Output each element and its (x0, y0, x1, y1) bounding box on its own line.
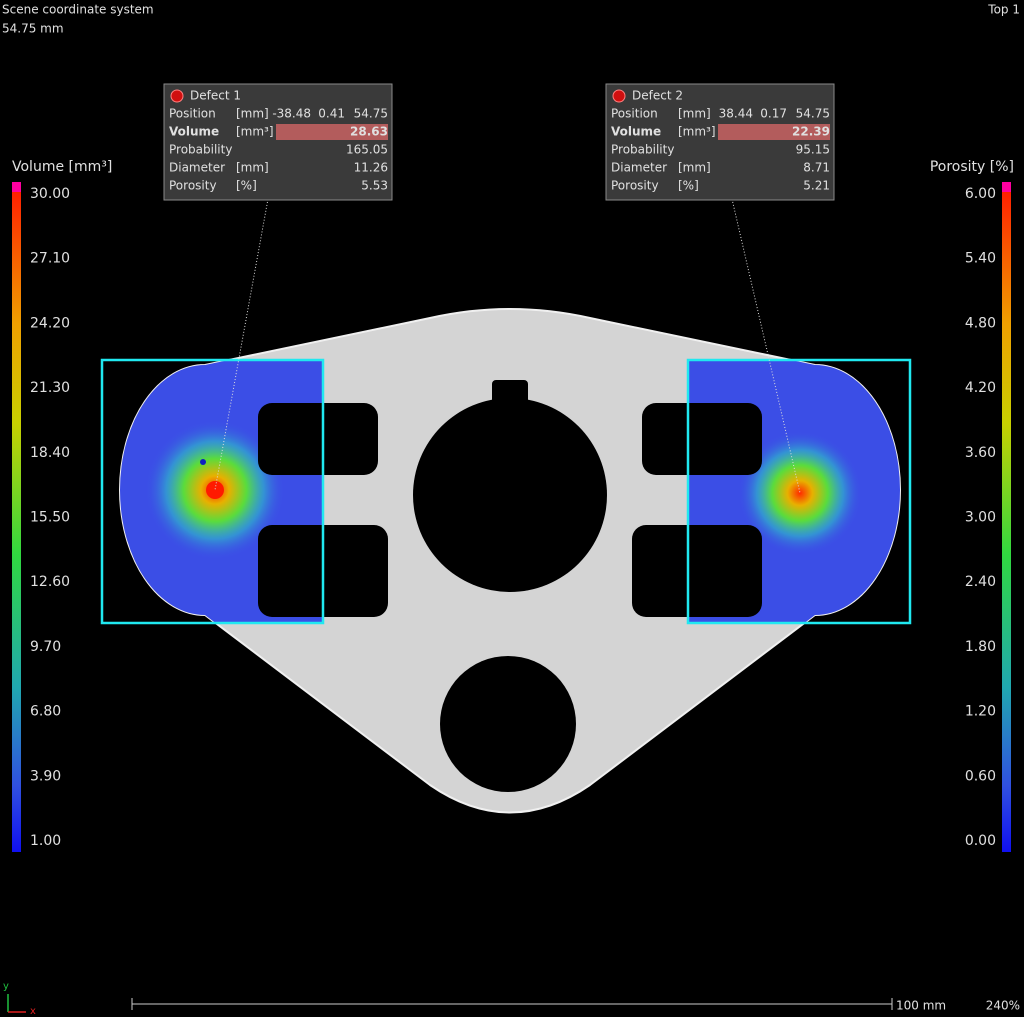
leader-line (731, 198, 801, 494)
row-value: 28.63 (350, 125, 388, 139)
row-value: 38.44 (719, 107, 753, 121)
row-value: 165.05 (346, 143, 388, 157)
row-unit: [mm] (236, 107, 269, 121)
colorbar-tick-label: 18.40 (30, 445, 70, 461)
row-unit: [mm] (678, 161, 711, 175)
hole (258, 403, 378, 475)
row-value: 0.17 (760, 107, 787, 121)
row-value: 22.39 (792, 125, 830, 139)
row-unit: [mm] (678, 107, 711, 121)
row-value: 11.26 (354, 161, 388, 175)
highlight (718, 124, 830, 140)
legend-title: Volume [mm³] (12, 159, 112, 175)
colorbar-tick-label: 3.90 (30, 768, 61, 784)
hole (413, 398, 607, 592)
leader-line (214, 198, 269, 491)
row-label: Position (611, 107, 658, 121)
row-label: Porosity (169, 179, 217, 193)
defect-title: Defect 1 (190, 89, 241, 103)
colorbar-cap (1002, 182, 1011, 192)
colorbar-tick-label: 4.80 (965, 315, 996, 331)
colorbar (12, 192, 21, 852)
row-label: Position (169, 107, 216, 121)
hole (632, 525, 762, 617)
hole (492, 380, 528, 410)
colorbar-tick-label: 0.60 (965, 768, 996, 784)
row-unit: [%] (236, 179, 257, 193)
defect-marker (206, 481, 224, 499)
defect-icon (170, 89, 184, 103)
colorbar-tick-label: 27.10 (30, 251, 70, 267)
roi-box (686, 358, 912, 625)
roi-box (100, 358, 325, 625)
row-value: 8.71 (803, 161, 830, 175)
colorbar-tick-label: 30.00 (30, 186, 70, 202)
axis-x-label: x (30, 1006, 36, 1017)
view-name: Top 1 (987, 3, 1020, 17)
defect-panel (163, 83, 393, 201)
defect-title: Defect 2 (632, 89, 683, 103)
depth: 54.75 mm (2, 22, 64, 36)
part (100, 198, 912, 814)
scale-label: 100 mm (896, 999, 946, 1013)
colorbar-tick-label: 3.00 (965, 510, 996, 526)
defect-panel (605, 83, 835, 201)
row-label: Diameter (169, 161, 225, 175)
colorbar-tick-label: 15.50 (30, 510, 70, 526)
colorbar-cap (12, 182, 21, 192)
legend-title: Porosity [%] (930, 159, 1014, 175)
row-label: Volume (169, 125, 219, 139)
row-unit: [mm³] (678, 125, 716, 139)
colorbar-tick-label: 1.20 (965, 704, 996, 720)
row-value: 54.75 (796, 107, 830, 121)
heat-spot (738, 431, 862, 555)
colorbar-tick-label: 12.60 (30, 574, 70, 590)
row-unit: [mm] (236, 161, 269, 175)
row-unit: [mm³] (236, 125, 274, 139)
colorbar (1002, 192, 1011, 852)
row-value: 95.15 (796, 143, 830, 157)
colorbar-tick-label: 3.60 (965, 445, 996, 461)
colorbar-tick-label: 1.00 (30, 833, 61, 849)
row-label: Probability (611, 143, 674, 157)
colorbar-tick-label: 24.20 (30, 315, 70, 331)
colorbar-tick-label: 0.00 (965, 833, 996, 849)
hole (642, 403, 762, 475)
row-value: 0.41 (318, 107, 345, 121)
row-unit: [%] (678, 179, 699, 193)
row-value: -38.48 (272, 107, 311, 121)
zoom: 240% (986, 999, 1020, 1013)
colorbar-tick-label: 6.80 (30, 704, 61, 720)
colorbar-tick-label: 2.40 (965, 574, 996, 590)
defect-marker (200, 459, 206, 465)
colorbar-tick-label: 9.70 (30, 639, 61, 655)
coordinate-system: Scene coordinate system (2, 3, 154, 17)
colorbar-tick-label: 5.40 (965, 251, 996, 267)
row-value: 5.53 (361, 179, 388, 193)
defect-icon (612, 89, 626, 103)
row-label: Probability (169, 143, 232, 157)
hole (440, 656, 576, 792)
colorbar-tick-label: 1.80 (965, 639, 996, 655)
highlight (276, 124, 388, 140)
colorbar-tick-label: 4.20 (965, 380, 996, 396)
row-label: Volume (611, 125, 661, 139)
row-value: 5.21 (803, 179, 830, 193)
axis-y-label: y (3, 981, 9, 992)
row-value: 54.75 (354, 107, 388, 121)
row-label: Porosity (611, 179, 659, 193)
colorbar-tick-label: 6.00 (965, 186, 996, 202)
colorbar-tick-label: 21.30 (30, 380, 70, 396)
row-label: Diameter (611, 161, 667, 175)
